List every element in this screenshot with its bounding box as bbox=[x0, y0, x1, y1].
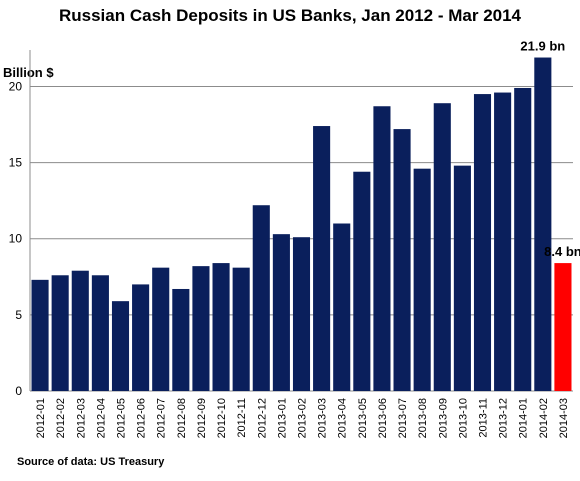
x-tick-label: 2013-09 bbox=[437, 398, 449, 438]
x-tick-label: 2012-04 bbox=[95, 398, 107, 438]
bar bbox=[71, 270, 89, 391]
bar bbox=[393, 129, 411, 391]
bar bbox=[252, 205, 270, 391]
chart-title: Russian Cash Deposits in US Banks, Jan 2… bbox=[58, 6, 522, 25]
x-tick-label: 2013-03 bbox=[317, 398, 329, 438]
data-label: 8.4 bn bbox=[544, 244, 580, 259]
source-note: Source of data: US Treasury bbox=[17, 456, 165, 468]
x-tick-label: 2012-06 bbox=[136, 398, 148, 438]
y-tick-label: 20 bbox=[9, 79, 23, 93]
x-tick-label: 2012-01 bbox=[35, 398, 47, 438]
x-tick-label: 2013-12 bbox=[498, 398, 510, 438]
bar bbox=[313, 126, 331, 391]
bar bbox=[212, 263, 230, 391]
y-tick-label: 5 bbox=[15, 308, 22, 322]
x-tick-label: 2012-10 bbox=[216, 398, 228, 438]
bar bbox=[31, 279, 49, 391]
x-tick-label: 2012-03 bbox=[75, 398, 87, 438]
bar bbox=[232, 267, 250, 391]
y-tick-label: 10 bbox=[9, 232, 23, 246]
bar bbox=[333, 223, 351, 391]
x-tick-label: 2014-03 bbox=[558, 398, 570, 438]
bar bbox=[554, 263, 572, 391]
bar bbox=[272, 234, 290, 391]
bar bbox=[534, 57, 552, 391]
x-tick-label: 2012-07 bbox=[156, 398, 168, 438]
x-tick-label: 2012-08 bbox=[176, 398, 188, 438]
x-tick-label: 2012-09 bbox=[196, 398, 208, 438]
x-tick-label: 2013-05 bbox=[357, 398, 369, 438]
y-axis-label: Billion $ bbox=[3, 65, 54, 80]
bar bbox=[192, 266, 210, 391]
bar bbox=[413, 168, 431, 391]
bar bbox=[132, 284, 150, 391]
bar bbox=[111, 301, 130, 391]
y-tick-label: 0 bbox=[15, 384, 22, 398]
bar bbox=[172, 288, 190, 391]
x-tick-label: 2013-06 bbox=[377, 398, 389, 438]
x-tick-label: 2013-07 bbox=[397, 398, 409, 438]
x-tick-label: 2014-02 bbox=[538, 398, 550, 438]
data-label: 21.9 bn bbox=[520, 39, 565, 54]
x-tick-label: 2012-05 bbox=[116, 398, 128, 438]
bar bbox=[373, 106, 391, 391]
bar bbox=[453, 165, 471, 391]
x-tick-label: 2012-12 bbox=[256, 398, 268, 438]
y-tick-label: 15 bbox=[9, 156, 23, 170]
bar bbox=[433, 103, 451, 392]
x-tick-label: 2013-10 bbox=[457, 398, 469, 438]
bar bbox=[473, 94, 492, 392]
x-tick-label: 2012-02 bbox=[55, 398, 67, 438]
bar bbox=[51, 275, 69, 391]
x-tick-label: 2014-01 bbox=[518, 398, 530, 438]
bar bbox=[353, 171, 371, 391]
x-tick-label: 2013-08 bbox=[417, 398, 429, 438]
x-tick-label: 2013-01 bbox=[276, 398, 288, 438]
x-tick-label: 2013-04 bbox=[337, 398, 349, 438]
bar bbox=[514, 87, 532, 392]
bar bbox=[91, 275, 109, 391]
bar bbox=[152, 267, 170, 391]
x-tick-label: 2013-02 bbox=[297, 398, 309, 438]
bar bbox=[292, 237, 311, 391]
x-tick-label: 2013-11 bbox=[478, 398, 490, 438]
bar bbox=[494, 92, 512, 391]
x-tick-label: 2012-11 bbox=[236, 398, 248, 438]
